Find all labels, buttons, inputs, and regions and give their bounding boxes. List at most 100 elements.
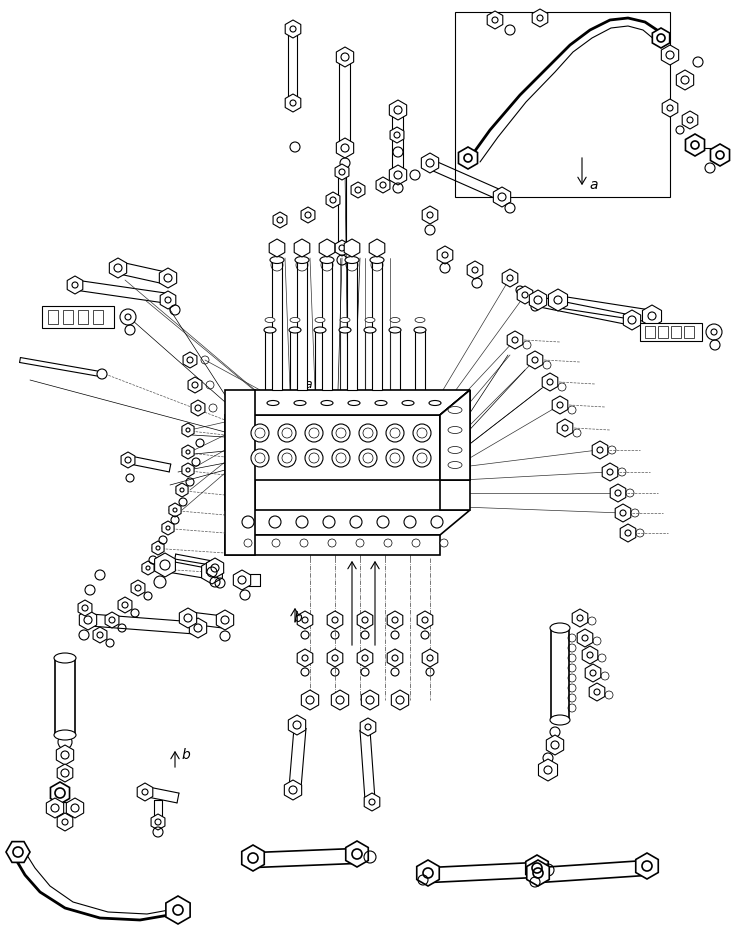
- Polygon shape: [319, 239, 335, 257]
- Ellipse shape: [370, 257, 384, 263]
- Circle shape: [359, 424, 377, 442]
- Ellipse shape: [54, 730, 76, 740]
- Ellipse shape: [414, 327, 426, 333]
- Bar: [42, 306, 114, 328]
- Polygon shape: [676, 70, 693, 90]
- Polygon shape: [160, 291, 176, 309]
- Polygon shape: [593, 441, 608, 459]
- Bar: [640, 323, 702, 341]
- Bar: [272, 260, 282, 390]
- Polygon shape: [487, 11, 503, 29]
- Ellipse shape: [289, 327, 301, 333]
- Polygon shape: [620, 524, 635, 542]
- Circle shape: [413, 449, 431, 467]
- Circle shape: [350, 516, 362, 528]
- Polygon shape: [357, 649, 373, 667]
- Polygon shape: [225, 390, 470, 415]
- Circle shape: [440, 539, 448, 547]
- Polygon shape: [635, 853, 658, 879]
- Ellipse shape: [294, 400, 306, 405]
- Polygon shape: [179, 608, 197, 628]
- Bar: [684, 326, 694, 338]
- Polygon shape: [47, 798, 64, 818]
- Polygon shape: [686, 134, 705, 156]
- Bar: [347, 260, 357, 390]
- Polygon shape: [285, 94, 301, 112]
- Polygon shape: [190, 618, 207, 638]
- Polygon shape: [118, 597, 132, 613]
- Polygon shape: [288, 715, 305, 735]
- Ellipse shape: [315, 318, 325, 322]
- Polygon shape: [548, 289, 568, 311]
- Polygon shape: [241, 845, 264, 871]
- Polygon shape: [417, 611, 433, 629]
- Circle shape: [384, 539, 392, 547]
- Circle shape: [251, 449, 269, 467]
- Bar: [93, 310, 103, 324]
- Circle shape: [120, 309, 136, 325]
- Polygon shape: [376, 177, 390, 193]
- Polygon shape: [364, 793, 380, 811]
- Polygon shape: [610, 484, 626, 502]
- Polygon shape: [57, 764, 73, 782]
- Polygon shape: [285, 20, 301, 38]
- Polygon shape: [326, 192, 340, 208]
- Circle shape: [272, 539, 280, 547]
- Ellipse shape: [321, 400, 333, 405]
- Polygon shape: [421, 153, 438, 173]
- Polygon shape: [440, 390, 470, 440]
- Circle shape: [413, 424, 431, 442]
- Polygon shape: [387, 611, 403, 629]
- Polygon shape: [137, 783, 153, 801]
- Polygon shape: [131, 580, 145, 596]
- Circle shape: [386, 424, 404, 442]
- Polygon shape: [182, 423, 194, 437]
- Polygon shape: [542, 373, 558, 391]
- Polygon shape: [711, 144, 729, 166]
- Polygon shape: [467, 261, 483, 279]
- Bar: [297, 260, 307, 390]
- Polygon shape: [78, 600, 92, 616]
- Polygon shape: [572, 609, 588, 627]
- Polygon shape: [269, 239, 285, 257]
- Polygon shape: [225, 510, 470, 535]
- Polygon shape: [273, 212, 287, 228]
- Polygon shape: [357, 611, 373, 629]
- Polygon shape: [390, 127, 404, 143]
- Circle shape: [328, 539, 336, 547]
- Polygon shape: [302, 690, 319, 710]
- Polygon shape: [369, 239, 385, 257]
- Polygon shape: [105, 612, 119, 628]
- Polygon shape: [176, 483, 188, 497]
- Ellipse shape: [448, 406, 462, 414]
- Text: a: a: [305, 378, 312, 390]
- Polygon shape: [547, 735, 564, 755]
- Polygon shape: [526, 860, 549, 886]
- Polygon shape: [225, 415, 440, 480]
- Polygon shape: [360, 718, 376, 736]
- Polygon shape: [642, 305, 662, 327]
- Polygon shape: [422, 649, 438, 667]
- Polygon shape: [50, 782, 69, 804]
- Polygon shape: [652, 28, 670, 48]
- Polygon shape: [527, 351, 543, 369]
- Polygon shape: [327, 611, 343, 629]
- Circle shape: [332, 449, 350, 467]
- Polygon shape: [335, 240, 349, 256]
- Circle shape: [244, 539, 252, 547]
- Polygon shape: [225, 480, 255, 510]
- Polygon shape: [507, 331, 523, 349]
- Bar: [372, 260, 382, 390]
- Ellipse shape: [448, 462, 462, 468]
- Text: b: b: [293, 611, 302, 625]
- Polygon shape: [183, 352, 197, 368]
- Polygon shape: [57, 813, 73, 831]
- Ellipse shape: [448, 427, 462, 433]
- Polygon shape: [188, 377, 202, 393]
- Polygon shape: [615, 504, 631, 522]
- Polygon shape: [327, 649, 343, 667]
- Circle shape: [269, 516, 281, 528]
- Ellipse shape: [314, 327, 326, 333]
- Bar: [658, 326, 668, 338]
- Circle shape: [359, 449, 377, 467]
